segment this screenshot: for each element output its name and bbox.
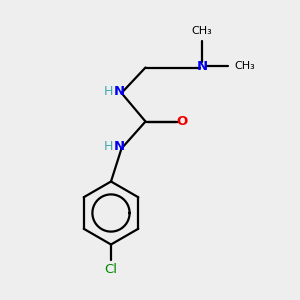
- Text: H: H: [104, 140, 114, 154]
- Text: CH₃: CH₃: [235, 61, 255, 71]
- Text: N: N: [196, 59, 208, 73]
- Text: N: N: [113, 140, 125, 154]
- Text: H: H: [104, 85, 114, 98]
- Text: N: N: [113, 85, 125, 98]
- Text: Cl: Cl: [104, 263, 118, 276]
- Text: CH₃: CH₃: [191, 26, 212, 36]
- Text: O: O: [176, 115, 188, 128]
